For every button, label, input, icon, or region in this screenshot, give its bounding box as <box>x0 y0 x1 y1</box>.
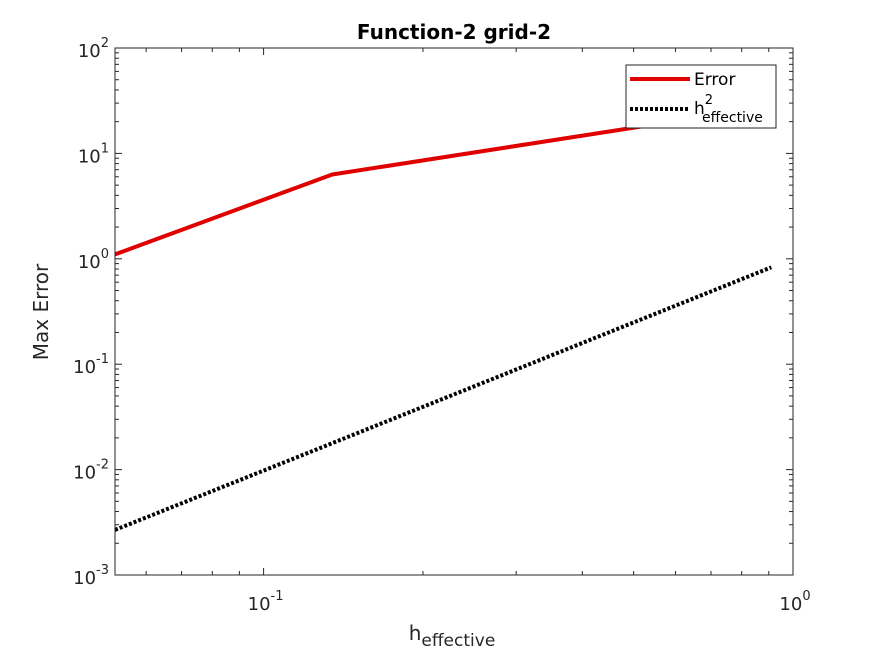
y-tick-label: 102 <box>78 36 109 62</box>
plot-frame <box>114 47 794 576</box>
legend-label-error-base: Error <box>694 70 735 90</box>
series-line-error <box>114 104 772 257</box>
legend-label-h2effective-sub: effective <box>702 110 763 126</box>
x-axis-label-base: h <box>409 621 422 645</box>
series-line-h2effective <box>114 265 773 532</box>
x-tick-label: 10-1 <box>248 589 284 615</box>
legend-label-h2effective: h2 effective <box>694 93 763 126</box>
y-axis-label: Max Error <box>29 263 53 360</box>
ticks-layer: 10-3 10-2 10-1 100 101 102 10-1 100 <box>73 36 810 615</box>
chart-title: Function-2 grid-2 <box>357 20 551 44</box>
y-tick-label: 100 <box>78 247 109 273</box>
x-tick-label: 100 <box>779 589 810 615</box>
legend: Error h2 effective <box>625 64 777 129</box>
legend-box <box>625 64 777 129</box>
x-axis-label-sub: effective <box>421 631 495 651</box>
y-tick-label: 101 <box>78 141 109 167</box>
legend-label-error: Error <box>694 70 735 90</box>
y-tick-label: 10-2 <box>73 458 109 484</box>
x-axis-label: heffective <box>409 621 496 651</box>
y-tick-label: 10-3 <box>73 563 109 589</box>
y-tick-label: 10-1 <box>73 352 109 378</box>
series-layer <box>114 104 773 532</box>
plot-area <box>115 48 793 575</box>
legend-label-h2effective-sup: 2 <box>705 93 713 108</box>
legend-label-h2effective-base: h <box>694 99 705 119</box>
